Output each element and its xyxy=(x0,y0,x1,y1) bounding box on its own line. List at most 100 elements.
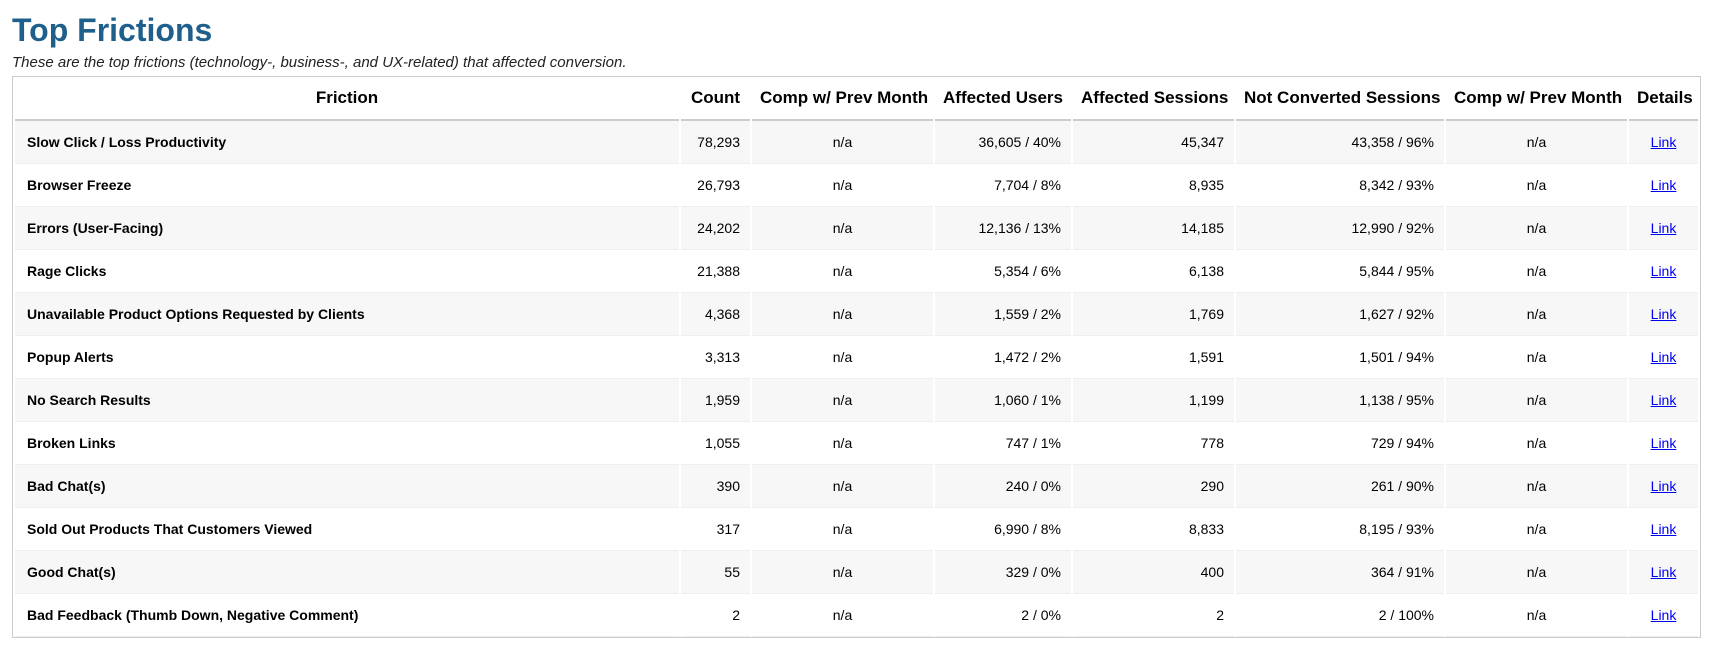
column-header: Friction xyxy=(15,77,679,121)
table-cell: Link xyxy=(1629,121,1698,164)
table-cell: Link xyxy=(1629,594,1698,637)
friction-name: Browser Freeze xyxy=(15,164,679,207)
column-header: Affected Users xyxy=(935,77,1071,121)
header-row: Friction Count Comp w/ Prev Month Affected … xyxy=(15,77,1698,121)
table-cell: 729 / 94% xyxy=(1236,422,1444,465)
details-link[interactable]: Link xyxy=(1650,564,1677,580)
table-row: Slow Click / Loss Productivity 78,293 n/a 3… xyxy=(15,121,1698,164)
table-cell: n/a xyxy=(1446,422,1627,465)
table-cell: 1,769 xyxy=(1073,293,1234,336)
table-body: Slow Click / Loss Productivity 78,293 n/a 3… xyxy=(15,121,1698,637)
table-cell: n/a xyxy=(752,336,933,379)
table-row: Sold Out Products That Customers Viewed 3… xyxy=(15,508,1698,551)
page-title: Top Frictions xyxy=(12,12,213,48)
friction-name: Bad Feedback (Thumb Down, Negative Comme… xyxy=(15,594,679,637)
table-row: Rage Clicks 21,388 n/a 5,354 / 6% 6,138 5,844… xyxy=(15,250,1698,293)
table-row: Unavailable Product Options Requested by… xyxy=(15,293,1698,336)
table-cell: 8,195 / 93% xyxy=(1236,508,1444,551)
table-cell: n/a xyxy=(752,293,933,336)
details-link[interactable]: Link xyxy=(1650,134,1677,150)
table-row: Popup Alerts 3,313 n/a 1,472 / 2% 1,591 1,501… xyxy=(15,336,1698,379)
table-cell: 329 / 0% xyxy=(935,551,1071,594)
table-cell: 26,793 xyxy=(681,164,750,207)
friction-name: No Search Results xyxy=(15,379,679,422)
details-link[interactable]: Link xyxy=(1650,306,1677,322)
details-link[interactable]: Link xyxy=(1650,177,1677,193)
table-cell: n/a xyxy=(752,121,933,164)
table-row: Broken Links 1,055 n/a 747 / 1% 778 729 / 94%… xyxy=(15,422,1698,465)
table-cell: n/a xyxy=(1446,207,1627,250)
table-cell: n/a xyxy=(1446,336,1627,379)
details-link[interactable]: Link xyxy=(1650,435,1677,451)
table-row: Good Chat(s) 55 n/a 329 / 0% 400 364 / 91% n/a… xyxy=(15,551,1698,594)
table-cell: Link xyxy=(1629,422,1698,465)
column-header: Comp w/ Prev Month xyxy=(1446,77,1627,121)
table-cell: n/a xyxy=(752,250,933,293)
friction-name: Popup Alerts xyxy=(15,336,679,379)
table-cell: 1,472 / 2% xyxy=(935,336,1071,379)
table-cell: Link xyxy=(1629,379,1698,422)
table-cell: 7,704 / 8% xyxy=(935,164,1071,207)
table-cell: n/a xyxy=(752,164,933,207)
table-cell: 24,202 xyxy=(681,207,750,250)
details-link[interactable]: Link xyxy=(1650,521,1677,537)
page-subtitle: These are the top frictions (technology-… xyxy=(12,54,627,71)
table-cell: 1,138 / 95% xyxy=(1236,379,1444,422)
table-cell: 78,293 xyxy=(681,121,750,164)
table-cell: n/a xyxy=(752,551,933,594)
table-cell: 2 xyxy=(681,594,750,637)
column-header: Comp w/ Prev Month xyxy=(752,77,933,121)
table-cell: 43,358 / 96% xyxy=(1236,121,1444,164)
table-cell: n/a xyxy=(1446,121,1627,164)
friction-name: Sold Out Products That Customers Viewed xyxy=(15,508,679,551)
table-cell: n/a xyxy=(752,207,933,250)
table-cell: 21,388 xyxy=(681,250,750,293)
table-cell: 3,313 xyxy=(681,336,750,379)
table-cell: 5,354 / 6% xyxy=(935,250,1071,293)
table-cell: 240 / 0% xyxy=(935,465,1071,508)
column-header: Details xyxy=(1629,77,1698,121)
table-cell: Link xyxy=(1629,465,1698,508)
table-cell: 12,136 / 13% xyxy=(935,207,1071,250)
table-cell: 2 / 0% xyxy=(935,594,1071,637)
table-cell: n/a xyxy=(1446,551,1627,594)
table-cell: Link xyxy=(1629,336,1698,379)
table-cell: 1,959 xyxy=(681,379,750,422)
friction-name: Bad Chat(s) xyxy=(15,465,679,508)
table-cell: Link xyxy=(1629,250,1698,293)
table-cell: 45,347 xyxy=(1073,121,1234,164)
table-cell: 6,138 xyxy=(1073,250,1234,293)
friction-name: Unavailable Product Options Requested by… xyxy=(15,293,679,336)
details-link[interactable]: Link xyxy=(1650,220,1677,236)
table-cell: n/a xyxy=(1446,293,1627,336)
friction-name: Slow Click / Loss Productivity xyxy=(15,121,679,164)
table-cell: 36,605 / 40% xyxy=(935,121,1071,164)
table-cell: n/a xyxy=(1446,164,1627,207)
table-cell: 1,559 / 2% xyxy=(935,293,1071,336)
table-cell: 5,844 / 95% xyxy=(1236,250,1444,293)
details-link[interactable]: Link xyxy=(1650,607,1677,623)
friction-name: Errors (User-Facing) xyxy=(15,207,679,250)
table-row: Errors (User-Facing) 24,202 n/a 12,136 / 13… xyxy=(15,207,1698,250)
table-cell: 2 / 100% xyxy=(1236,594,1444,637)
table-cell: 2 xyxy=(1073,594,1234,637)
table-cell: 4,368 xyxy=(681,293,750,336)
friction-name: Good Chat(s) xyxy=(15,551,679,594)
table-cell: Link xyxy=(1629,508,1698,551)
table-cell: Link xyxy=(1629,164,1698,207)
table-cell: 400 xyxy=(1073,551,1234,594)
table-cell: 8,935 xyxy=(1073,164,1234,207)
table-cell: 261 / 90% xyxy=(1236,465,1444,508)
table-cell: 8,833 xyxy=(1073,508,1234,551)
details-link[interactable]: Link xyxy=(1650,478,1677,494)
details-link[interactable]: Link xyxy=(1650,392,1677,408)
column-header: Count xyxy=(681,77,750,121)
table-cell: n/a xyxy=(1446,508,1627,551)
details-link[interactable]: Link xyxy=(1650,349,1677,365)
table-row: Bad Chat(s) 390 n/a 240 / 0% 290 261 / 90% n/a… xyxy=(15,465,1698,508)
table-cell: 1,060 / 1% xyxy=(935,379,1071,422)
table-cell: n/a xyxy=(752,508,933,551)
table-cell: 14,185 xyxy=(1073,207,1234,250)
details-link[interactable]: Link xyxy=(1650,263,1677,279)
